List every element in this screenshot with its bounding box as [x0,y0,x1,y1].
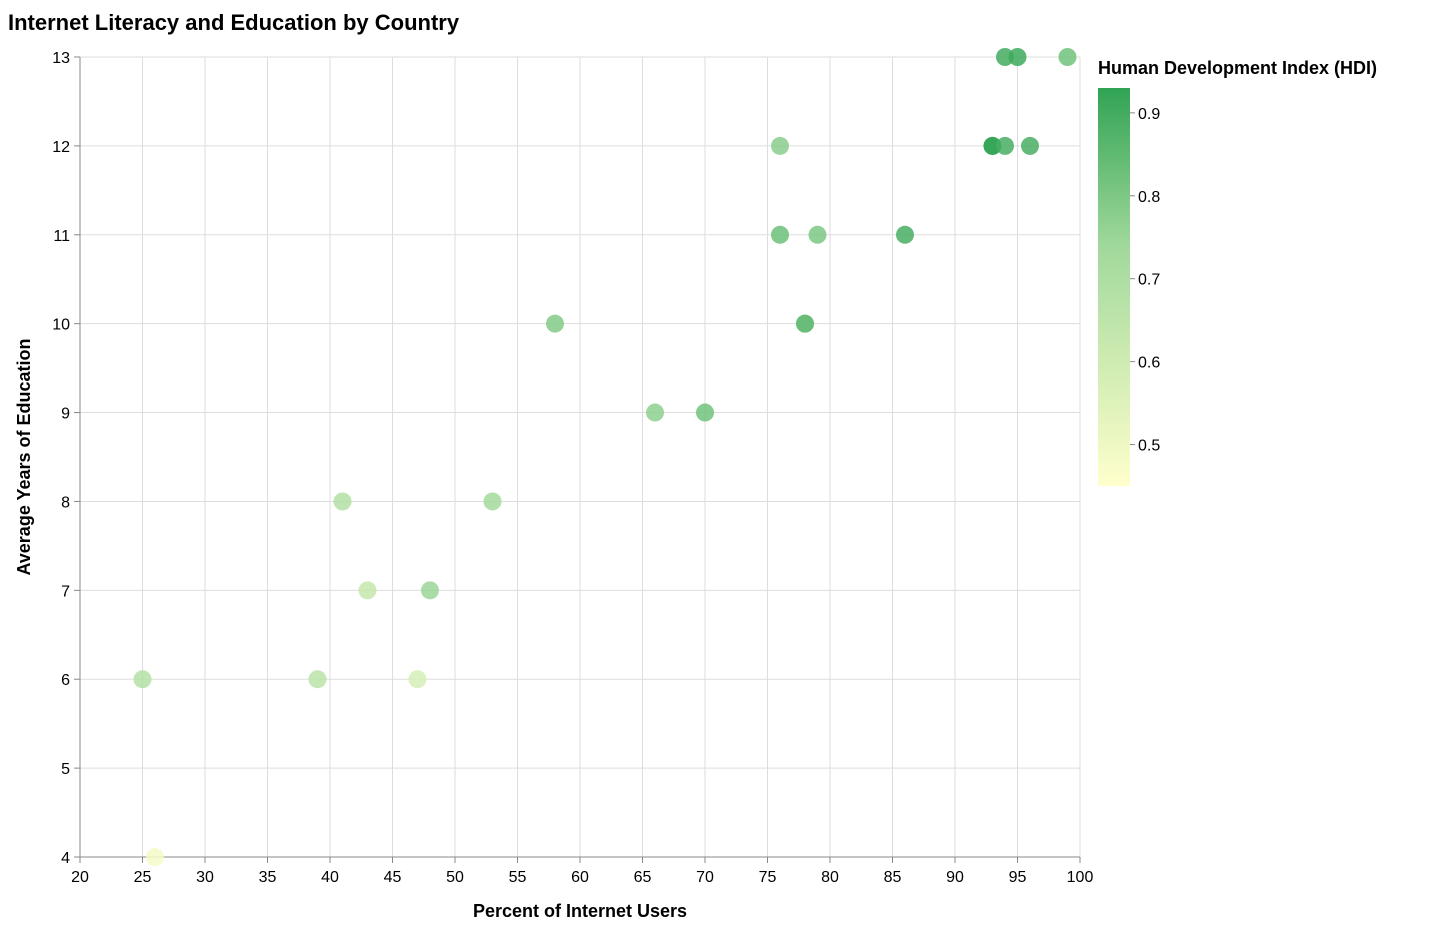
data-point[interactable] [796,314,814,333]
x-tick-label: 35 [259,869,277,886]
x-tick-label: 30 [196,869,214,886]
data-point[interactable] [546,314,564,333]
legend-tick-label: 0.6 [1138,355,1160,372]
data-point[interactable] [1008,48,1027,66]
axes: 20 25 30 35 40 45 50 55 60 65 70 75 80 85 90 95 10045678… [52,50,1093,886]
data-point[interactable] [771,136,789,155]
data-point[interactable] [896,225,914,244]
data-point[interactable] [408,670,427,689]
data-point[interactable] [646,403,664,422]
x-tick-label: 75 [759,869,777,886]
data-point[interactable] [308,670,327,689]
data-point[interactable] [133,670,152,689]
x-tick-label: 65 [634,869,652,886]
x-tick-label: 20 [71,869,89,886]
legend-tick-label: 0.7 [1138,272,1160,289]
x-tick-label: 40 [321,869,339,886]
data-point[interactable] [996,48,1014,66]
data-point[interactable] [1021,136,1039,155]
x-tick-label: 90 [946,869,964,886]
data-point[interactable] [358,581,377,600]
grid [79,56,1081,858]
x-tick-label: 60 [571,869,589,886]
data-point[interactable] [1058,48,1077,66]
y-tick-label: 6 [61,672,70,689]
y-tick-label: 12 [52,139,70,156]
y-tick-label: 5 [61,761,70,778]
y-tick-label: 13 [52,50,70,67]
x-tick-label: 45 [384,869,402,886]
y-tick-label: 10 [52,317,70,334]
data-point[interactable] [421,581,439,600]
x-tick-label: 25 [134,869,152,886]
x-tick-label: 100 [1067,869,1094,886]
legend-tick-label: 0.5 [1138,438,1160,455]
y-tick-label: 11 [53,228,70,245]
y-tick-label: 7 [61,583,70,600]
data-point[interactable] [333,492,352,511]
data-point[interactable] [696,403,714,422]
data-point[interactable] [983,136,1002,155]
legend-tick-label: 0.8 [1138,189,1160,206]
y-tick-label: 9 [61,406,70,423]
y-tick-label: 8 [61,494,70,511]
x-tick-label: 80 [821,869,839,886]
legend-title: Human Development Index (HDI) [1098,58,1377,78]
y-tick-label: 4 [61,850,70,867]
legend-tick-label: 0.9 [1138,106,1160,123]
legend: Human Development Index (HDI) 0.50.60.70… [1098,58,1377,486]
legend-ticks: 0.5 0.6 0.7 0.8 0.9 [1130,106,1160,455]
x-axis-title: Percent of Internet Users [473,901,687,921]
x-tick-label: 50 [446,869,464,886]
data-point[interactable] [146,848,164,866]
data-point[interactable] [771,225,789,244]
x-tick-label: 70 [696,869,714,886]
data-point[interactable] [808,225,827,244]
data-point[interactable] [483,492,502,511]
chart-title: Internet Literacy and Education by Count… [8,10,460,35]
legend-gradient-bar [1098,88,1130,486]
x-tick-label: 95 [1009,869,1027,886]
x-tick-label: 85 [884,869,902,886]
data-point[interactable] [996,136,1014,155]
data-points [133,48,1077,866]
x-tick-label: 55 [509,869,527,886]
y-axis-title: Average Years of Education [14,338,34,575]
